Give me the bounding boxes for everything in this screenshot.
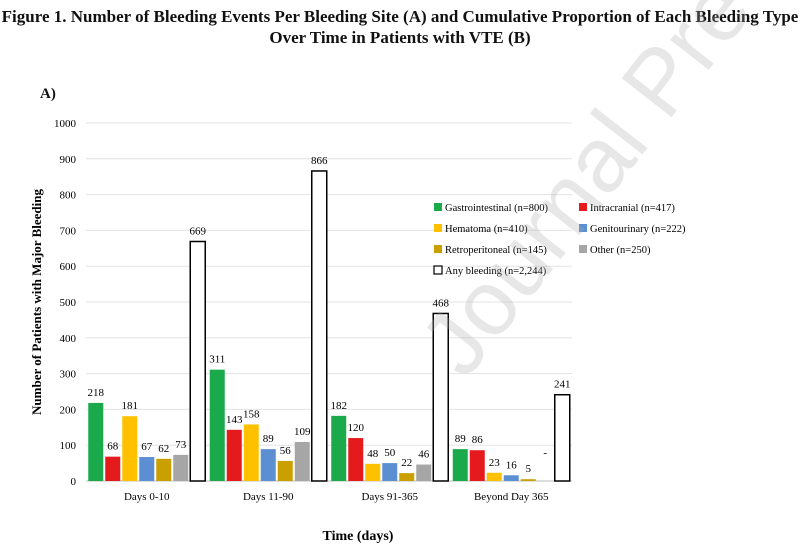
bar (469, 450, 485, 481)
data-label: 120 (348, 422, 365, 434)
bar (294, 441, 310, 481)
bar (243, 424, 259, 481)
figure-title-line-2: Over Time in Patients with VTE (B) (269, 28, 531, 47)
data-label: 218 (88, 387, 105, 399)
bar (105, 456, 121, 481)
data-label: 158 (243, 408, 260, 420)
data-label: 311 (209, 354, 225, 366)
data-label: 22 (401, 457, 412, 469)
y-tick-label: 900 (60, 154, 77, 166)
bar (399, 473, 415, 481)
bars (88, 170, 571, 482)
x-axis-title: Time (days) (323, 529, 394, 544)
data-label: 669 (190, 225, 207, 237)
data-label: - (543, 447, 547, 459)
legend-swatch (579, 245, 587, 253)
data-label: 68 (107, 441, 119, 453)
figure-title-line-1: Figure 1. Number of Bleeding Events Per … (1, 7, 799, 26)
bar (88, 402, 104, 481)
y-axis-title: Number of Patients with Major Bleeding (29, 189, 44, 415)
data-label: 67 (141, 441, 153, 453)
bar (122, 416, 138, 481)
y-tick-label: 1000 (54, 118, 77, 130)
y-tick-label: 400 (60, 333, 77, 345)
bar (520, 479, 536, 481)
y-tick-label: 0 (71, 476, 77, 488)
data-label: 89 (455, 433, 467, 445)
data-label: 5 (526, 463, 532, 475)
bar (139, 457, 155, 481)
y-tick-label: 300 (60, 369, 77, 381)
bar (311, 170, 328, 482)
bar (331, 415, 347, 481)
data-label: 866 (311, 155, 328, 167)
data-label: 241 (554, 379, 571, 391)
bar (226, 429, 242, 481)
data-label: 62 (158, 443, 169, 455)
y-tick-label: 500 (60, 297, 77, 309)
x-tick-label: Days 0-10 (124, 491, 170, 503)
data-label: 182 (331, 400, 348, 412)
legend-label: Other (n=250) (590, 245, 651, 256)
data-label: 468 (433, 297, 450, 309)
bar (503, 475, 519, 481)
bar (189, 240, 206, 482)
y-tick-label: 600 (60, 261, 77, 273)
legend-label: Hematoma (n=410) (445, 224, 528, 235)
data-label: 73 (175, 439, 187, 451)
bar (156, 458, 172, 481)
x-tick-label: Days 11-90 (243, 491, 294, 503)
x-tick-labels: Days 0-10 Days 11-90 Days 91-365 Beyond Day… (124, 491, 549, 503)
bar (209, 369, 225, 481)
legend-swatch (433, 265, 443, 275)
y-tick-label: 700 (60, 225, 77, 237)
data-label: 143 (226, 414, 243, 426)
y-tick-label: 800 (60, 190, 77, 202)
x-tick-label: Beyond Day 365 (474, 491, 549, 503)
x-tick-label: Days 91-365 (361, 491, 418, 503)
legend: Gastrointestinal (n=800) Intracranial (n=… (433, 203, 686, 277)
bar (260, 449, 276, 481)
bar (365, 463, 381, 481)
y-tick-label: 200 (60, 404, 77, 416)
bar (348, 438, 364, 481)
figure-title: Figure 1. Number of Bleeding Events Per … (0, 6, 800, 48)
legend-label: Intracranial (n=417) (590, 203, 675, 214)
data-label: 46 (418, 449, 430, 461)
data-label: 109 (294, 426, 311, 438)
data-label: 50 (384, 447, 396, 459)
legend-swatch (434, 203, 442, 211)
bar (382, 463, 398, 481)
data-label: 16 (506, 459, 518, 471)
legend-swatch (579, 203, 587, 211)
data-label: 56 (280, 445, 292, 457)
legend-label: Gastrointestinal (n=800) (445, 203, 549, 214)
data-label: 86 (472, 434, 484, 446)
y-tick-label: 100 (60, 440, 77, 452)
panel-label: A) (40, 86, 56, 102)
bar (432, 312, 449, 482)
bar (486, 472, 502, 481)
y-tick-labels: 0 100 200 300 400 500 600 700 800 900 1000 (54, 118, 77, 488)
data-label: 48 (367, 448, 379, 460)
legend-swatch (434, 224, 442, 232)
legend-swatch (434, 245, 442, 253)
data-label: 181 (122, 400, 139, 412)
bar (416, 464, 432, 481)
legend-label: Genitourinary (n=222) (590, 224, 686, 235)
bar (277, 460, 293, 481)
legend-label: Retroperitoneal (n=145) (445, 245, 547, 256)
data-label: 23 (489, 457, 501, 469)
bar (173, 454, 189, 481)
legend-swatch (579, 224, 587, 232)
bar (452, 449, 468, 481)
bar (554, 393, 571, 482)
data-label: 89 (263, 433, 275, 445)
grid-lines (86, 122, 572, 482)
legend-label: Any bleeding (n=2,244) (445, 266, 547, 277)
